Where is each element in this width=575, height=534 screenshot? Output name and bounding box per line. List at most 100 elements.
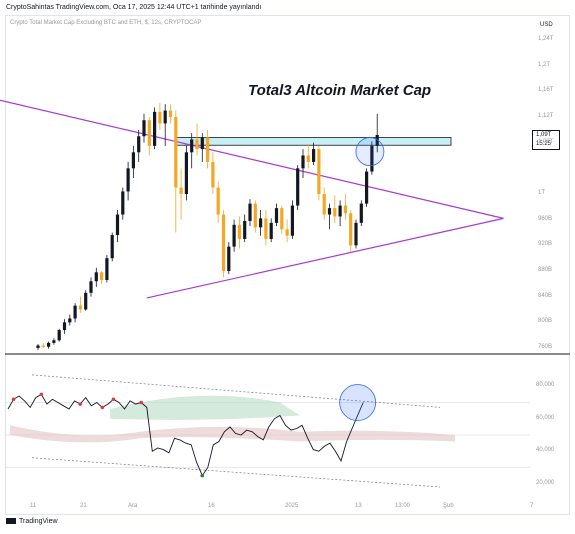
candle-body xyxy=(131,152,135,169)
candle-body xyxy=(211,161,215,188)
currency-label[interactable]: USD xyxy=(540,22,553,28)
signal-marker xyxy=(39,392,44,397)
candle-body xyxy=(200,137,204,150)
candle-body xyxy=(354,222,358,246)
candle-body xyxy=(264,218,268,239)
candle-body xyxy=(84,292,88,310)
rsi-line xyxy=(7,393,364,477)
candle-body xyxy=(158,111,162,124)
candle-body xyxy=(105,258,109,280)
price-tick-label: 1T xyxy=(538,190,546,196)
time-tick-label: 13:00 xyxy=(395,503,411,509)
bar-countdown: 15:25 xyxy=(536,141,552,147)
time-tick-label: 21 xyxy=(80,503,87,509)
candle-body xyxy=(184,152,188,194)
candle-body xyxy=(137,136,141,153)
price-tick-label: 760B xyxy=(538,344,553,350)
candle-body xyxy=(312,149,316,162)
publish-line: CryptoSahintas TradingView.com, Oca 17, … xyxy=(6,4,262,11)
signal-marker xyxy=(111,397,116,402)
candle-body xyxy=(47,342,51,347)
channel-lower-line xyxy=(31,457,441,488)
chart-frame xyxy=(5,15,570,515)
candle-body xyxy=(349,213,353,246)
triangle-upper-line xyxy=(0,99,504,219)
price-tick-label: 1,12T xyxy=(538,113,554,119)
time-tick-label: 2025 xyxy=(285,503,299,509)
candle-body xyxy=(41,345,45,347)
candle-body xyxy=(359,203,363,223)
candle-body xyxy=(317,149,321,194)
candle-body xyxy=(195,139,199,150)
indicator-cloud-red xyxy=(10,425,455,443)
price-tick-label: 960B xyxy=(538,215,553,222)
candle-body xyxy=(221,214,226,271)
candle-body xyxy=(110,235,114,259)
candle-body xyxy=(365,171,369,204)
candle-body xyxy=(206,137,210,162)
time-tick-label: Şub xyxy=(443,503,454,509)
candle-body xyxy=(89,281,93,293)
candle-body xyxy=(259,218,263,228)
candle-body xyxy=(52,340,56,343)
candle-body xyxy=(237,224,241,239)
indicator-tick-label: 80,000 xyxy=(536,382,555,389)
candle-body xyxy=(190,139,194,153)
price-tick-label: 920B xyxy=(538,241,553,248)
signal-marker xyxy=(11,397,16,402)
tradingview-logo[interactable]: TradingView xyxy=(6,518,58,525)
candle-body xyxy=(147,120,151,146)
tradingview-logo-icon xyxy=(6,518,16,525)
chart-annotation-title: Total3 Altcoin Market Cap xyxy=(248,82,432,99)
candle-body xyxy=(253,203,257,228)
signal-marker xyxy=(78,402,82,406)
candle-body xyxy=(168,110,173,117)
price-tick-label: 1,2T xyxy=(538,61,551,68)
candle-body xyxy=(100,272,104,280)
indicator-cloud-green xyxy=(110,395,300,420)
candle-body xyxy=(174,117,178,188)
candle-body xyxy=(216,187,220,215)
candle-body xyxy=(142,120,146,137)
candle-body xyxy=(248,203,252,221)
candle-body xyxy=(243,220,247,239)
candle-body xyxy=(153,111,157,146)
time-tick-label: 13 xyxy=(355,503,362,509)
price-tick-label: 880B xyxy=(538,267,553,273)
candle-body xyxy=(280,208,284,230)
candle-body xyxy=(62,322,67,331)
indicator-tick-label: 40,000 xyxy=(536,447,555,454)
candle-body xyxy=(285,229,289,236)
price-tick-label: 800B xyxy=(538,318,553,325)
tradingview-logo-text: TradingView xyxy=(19,518,58,525)
indicator-tick-label: 60,000 xyxy=(536,414,555,421)
price-tick-label: 1,16T xyxy=(538,87,554,94)
candle-body xyxy=(73,305,77,319)
price-tick-label: 840B xyxy=(538,292,553,299)
candle-body xyxy=(290,205,294,236)
indicator-tick-label: 20,000 xyxy=(536,479,555,486)
time-tick-label: 16 xyxy=(208,503,215,509)
time-tick-label: 11 xyxy=(30,503,37,509)
candle-body xyxy=(115,214,120,236)
candle-body xyxy=(232,224,236,247)
candle-body xyxy=(322,194,326,215)
price-tick-label: 1,24T xyxy=(538,36,554,42)
signal-marker xyxy=(100,405,105,410)
candle-body xyxy=(227,246,231,271)
time-tick-label: 7 xyxy=(530,503,534,509)
candle-body xyxy=(126,168,130,192)
candle-body xyxy=(343,205,347,214)
signal-marker xyxy=(139,400,143,405)
candle-body xyxy=(301,155,305,169)
indicator-breakout-circle xyxy=(339,384,377,421)
candle-body xyxy=(274,208,279,223)
signal-marker-low xyxy=(200,473,205,478)
candle-body xyxy=(57,330,61,341)
candle-body xyxy=(78,305,82,310)
last-price-badge: 1,09T 15:25 xyxy=(532,130,560,150)
breakout-circle xyxy=(355,137,385,167)
symbol-title: Crypto Total Market Cap Excluding BTC an… xyxy=(10,20,202,26)
candle-body xyxy=(296,168,300,206)
